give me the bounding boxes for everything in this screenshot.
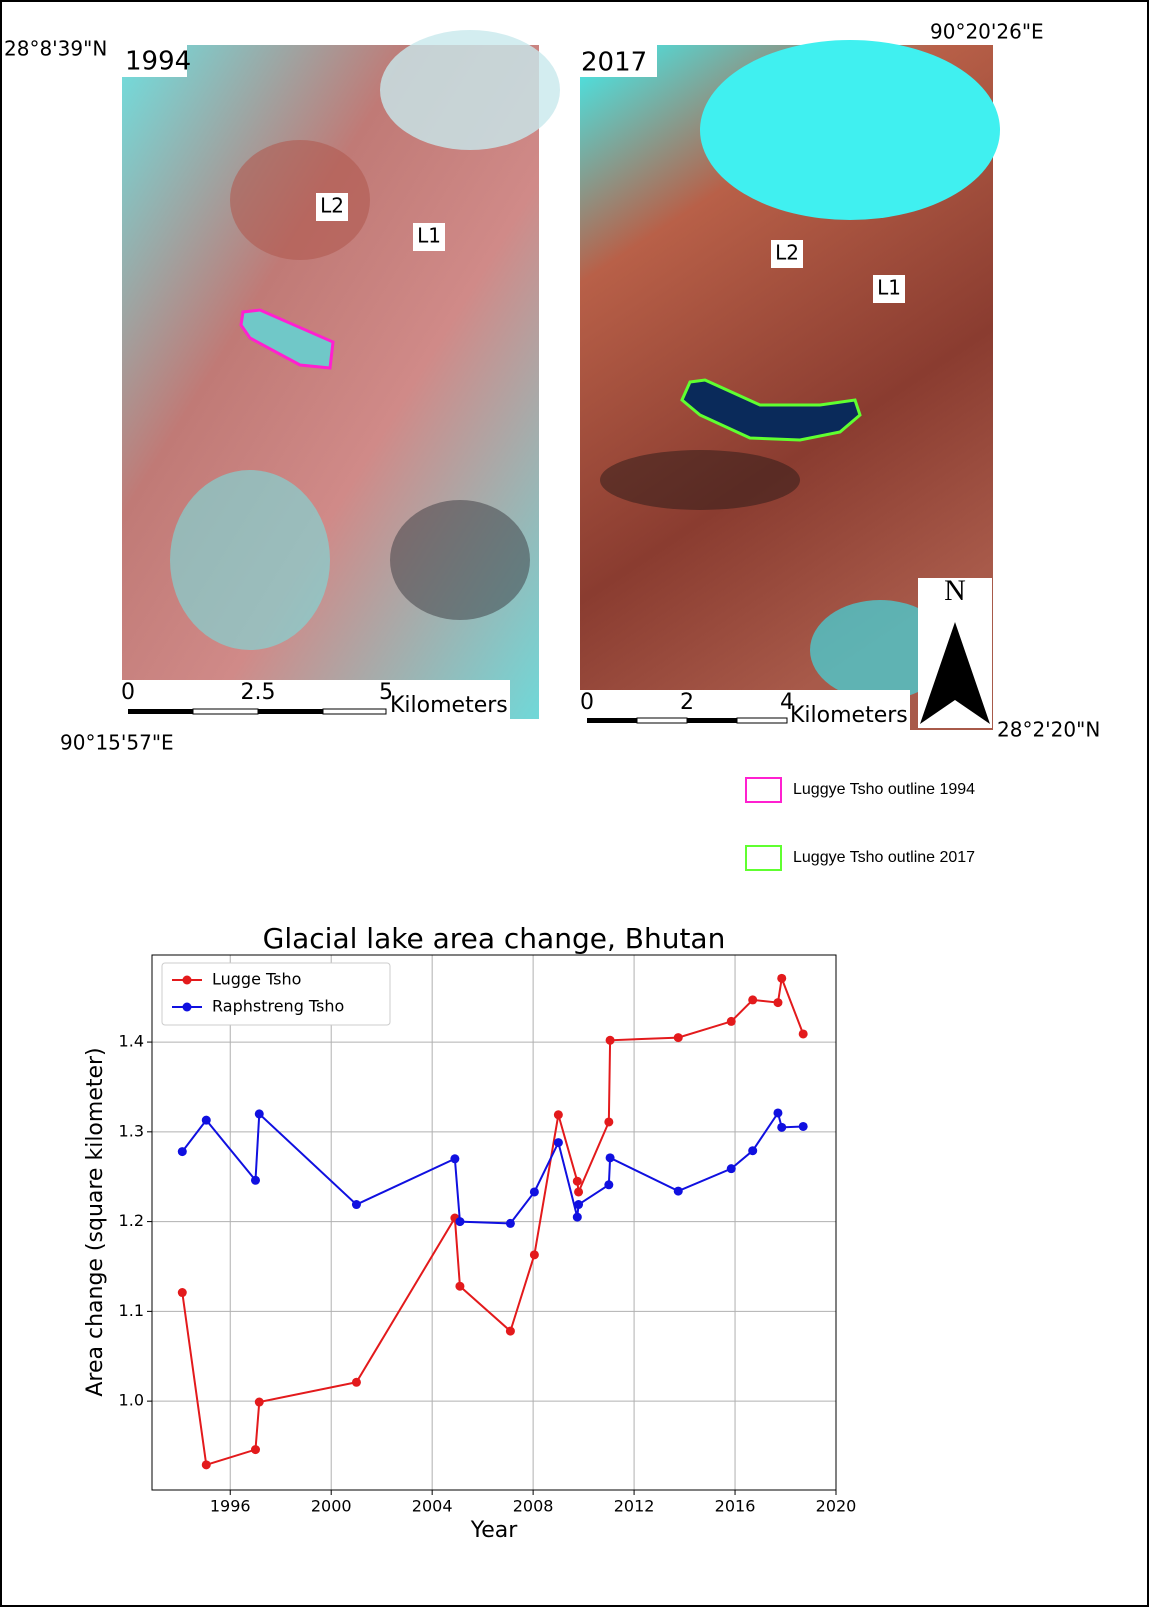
lake-label: L2 [320,194,344,218]
scale-bar [587,718,637,723]
data-point [255,1398,264,1407]
lake-label: L2 [775,241,799,265]
x-tick-label: 2016 [715,1497,756,1516]
scale-bar [323,709,386,714]
map-year: 1994 [125,47,191,77]
scale-bar [193,709,258,714]
data-point [604,1180,613,1189]
x-tick-label: 2000 [311,1497,352,1516]
x-tick-label: 2020 [816,1497,857,1516]
legend-marker [183,1003,192,1012]
map-year: 2017 [581,48,647,78]
chart-title: Glacial lake area change, Bhutan [263,922,726,955]
data-point [773,1108,782,1117]
data-point [554,1138,563,1147]
scale-unit: Kilometers [790,703,908,728]
data-point [777,974,786,983]
lake-label: L1 [417,224,441,248]
data-point [450,1154,459,1163]
data-point [506,1327,515,1336]
data-point [178,1288,187,1297]
data-point [573,1213,582,1222]
x-axis-label: Year [470,1518,519,1543]
data-point [727,1164,736,1173]
legend-label: Raphstreng Tsho [212,997,344,1016]
data-point [773,998,782,1007]
data-point [202,1460,211,1469]
shadow [600,450,800,510]
data-point [202,1116,211,1125]
x-tick-label: 2004 [412,1497,453,1516]
legend-label: Luggye Tsho outline 1994 [793,781,975,798]
scale-bar [258,709,323,714]
figure: L2 L1 1994 0 2.5 5 Kilometers L2 L1 2017… [0,0,1149,1607]
shadow [390,500,530,620]
data-point [455,1217,464,1226]
y-tick-label: 1.4 [119,1032,144,1051]
legend-label: Lugge Tsho [212,970,301,989]
cloud [380,30,560,150]
data-point [530,1187,539,1196]
data-point [574,1200,583,1209]
map-1994: L2 L1 1994 0 2.5 5 Kilometers [121,30,560,719]
y-tick-label: 1.2 [119,1211,144,1230]
data-point [251,1445,260,1454]
data-point [674,1187,683,1196]
scale-unit: Kilometers [390,693,508,718]
snow [700,40,1000,220]
data-point [606,1153,615,1162]
data-point [178,1147,187,1156]
data-point [604,1117,613,1126]
lake-label: L1 [877,276,901,300]
north-label: N [944,574,966,607]
y-tick-label: 1.1 [119,1301,144,1320]
legend-marker [183,976,192,985]
scale-label: 2 [680,690,694,715]
scale-bar [737,718,787,723]
plot-area: 1996 2000 2004 2008 2012 2016 2020 1.0 1.1 1.2 1.3… [119,955,857,1516]
data-point [554,1110,563,1119]
data-point [748,1146,757,1155]
coordinate: 90°20'26"E [930,20,1044,44]
data-point [748,995,757,1004]
scale-label: 0 [121,680,135,705]
data-point [799,1029,808,1038]
data-point [251,1176,260,1185]
ice [170,470,330,650]
coordinate: 90°15'57"E [60,731,174,755]
x-tick-label: 2008 [513,1497,554,1516]
legend-swatch [746,846,781,870]
data-point [674,1033,683,1042]
data-point [606,1036,615,1045]
data-point [777,1123,786,1132]
x-tick-label: 1996 [210,1497,251,1516]
data-point [573,1177,582,1186]
data-point [255,1109,264,1118]
data-point [574,1187,583,1196]
map-2017: L2 L1 2017 0 2 4 Kilometers N [580,40,1000,730]
data-point [352,1200,361,1209]
scale-label: 0 [580,690,594,715]
coordinate: 28°8'39"N [4,37,107,61]
data-point [506,1219,515,1228]
rock [230,140,370,260]
scale-bar [128,709,193,714]
y-tick-label: 1.3 [119,1121,144,1140]
legend-label: Luggye Tsho outline 2017 [793,849,975,866]
x-tick-label: 2012 [614,1497,655,1516]
y-tick-label: 1.0 [119,1391,144,1410]
scale-label: 2.5 [241,680,276,705]
data-point [352,1378,361,1387]
y-axis-label: Area change (square kilometer) [83,1047,108,1396]
data-point [799,1122,808,1131]
data-point [455,1282,464,1291]
scale-bar [687,718,737,723]
data-point [530,1250,539,1259]
legend-swatch [746,778,781,802]
scale-bar [637,718,687,723]
data-point [727,1017,736,1026]
coordinate: 28°2'20"N [997,718,1100,742]
